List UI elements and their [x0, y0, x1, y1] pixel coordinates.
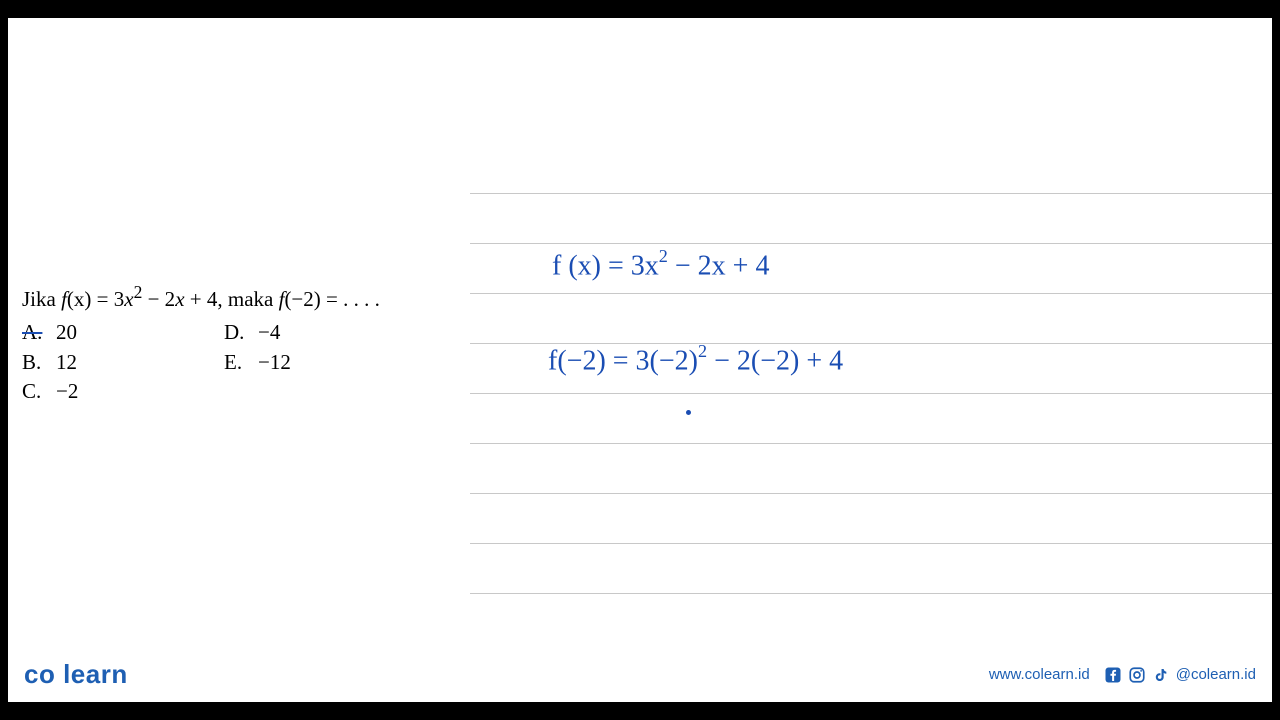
option-e-value: −12: [258, 348, 318, 377]
q-tail: = . . . .: [321, 287, 380, 311]
footer-url: www.colearn.id: [989, 666, 1090, 683]
option-c-label: C.: [22, 377, 56, 406]
ink-dot: [686, 410, 691, 415]
ruled-line: [470, 593, 1272, 594]
footer-handle: @colearn.id: [1176, 666, 1256, 683]
option-a: A. 20: [22, 318, 224, 347]
ruled-line: [470, 393, 1272, 394]
hw2-p2: − 2(−2) + 4: [707, 345, 843, 376]
hw2-p1: f(−2) = 3(−2): [548, 345, 698, 376]
option-b-label: B.: [22, 348, 56, 377]
q-funcarg2: (−2): [284, 287, 320, 311]
handwriting-line-1: f (x) = 3x2 − 2x + 4: [552, 248, 769, 282]
q-funcarg: (x): [67, 287, 92, 311]
q-rest2: + 4, maka: [185, 287, 279, 311]
option-d-label: D.: [224, 318, 258, 347]
option-d-value: −4: [258, 318, 318, 347]
ruled-line: [470, 293, 1272, 294]
social-icons: @colearn.id: [1104, 666, 1256, 684]
tiktok-icon: [1152, 666, 1170, 684]
options-block: A. 20 D. −4 B. 12 E. −12: [22, 318, 462, 406]
instagram-icon: [1128, 666, 1146, 684]
question-text: Jika f(x) = 3x2 − 2x + 4, maka f(−2) = .…: [22, 280, 462, 314]
option-c: C. −2: [22, 377, 224, 406]
ruled-line: [470, 543, 1272, 544]
hw1-p2: − 2x + 4: [668, 250, 770, 281]
q-var1: x: [124, 287, 133, 311]
hw2-exp: 2: [698, 341, 707, 361]
option-row-1: A. 20 D. −4: [22, 318, 462, 347]
hw1-p1: f (x) = 3x: [552, 250, 659, 281]
option-row-3: C. −2: [22, 377, 462, 406]
ruled-line: [470, 193, 1272, 194]
option-b-value: 12: [56, 348, 224, 377]
facebook-icon: [1104, 666, 1122, 684]
q-var2: x: [175, 287, 184, 311]
content-frame: Jika f(x) = 3x2 − 2x + 4, maka f(−2) = .…: [8, 18, 1272, 702]
option-d: D. −4: [224, 318, 318, 347]
footer-right: www.colearn.id @colearn.id: [989, 666, 1256, 684]
ruled-line: [470, 493, 1272, 494]
work-area: f (x) = 3x2 − 2x + 4 f(−2) = 3(−2)2 − 2(…: [470, 168, 1272, 632]
hw1-exp: 2: [659, 246, 668, 266]
option-e-label: E.: [224, 348, 258, 377]
option-b: B. 12: [22, 348, 224, 377]
handwriting-line-2: f(−2) = 3(−2)2 − 2(−2) + 4: [548, 343, 843, 377]
footer: co learn www.colearn.id @colearn.id: [24, 659, 1256, 690]
question-block: Jika f(x) = 3x2 − 2x + 4, maka f(−2) = .…: [22, 280, 462, 407]
option-e: E. −12: [224, 348, 318, 377]
option-a-value: 20: [56, 318, 224, 347]
q-rest: − 2: [142, 287, 175, 311]
q-eq: = 3: [91, 287, 124, 311]
q-prefix: Jika: [22, 287, 61, 311]
ruled-line: [470, 243, 1272, 244]
brand-logo: co learn: [24, 659, 128, 690]
option-c-value: −2: [56, 377, 224, 406]
ruled-line: [470, 443, 1272, 444]
option-row-2: B. 12 E. −12: [22, 348, 462, 377]
option-a-label: A.: [22, 318, 56, 347]
